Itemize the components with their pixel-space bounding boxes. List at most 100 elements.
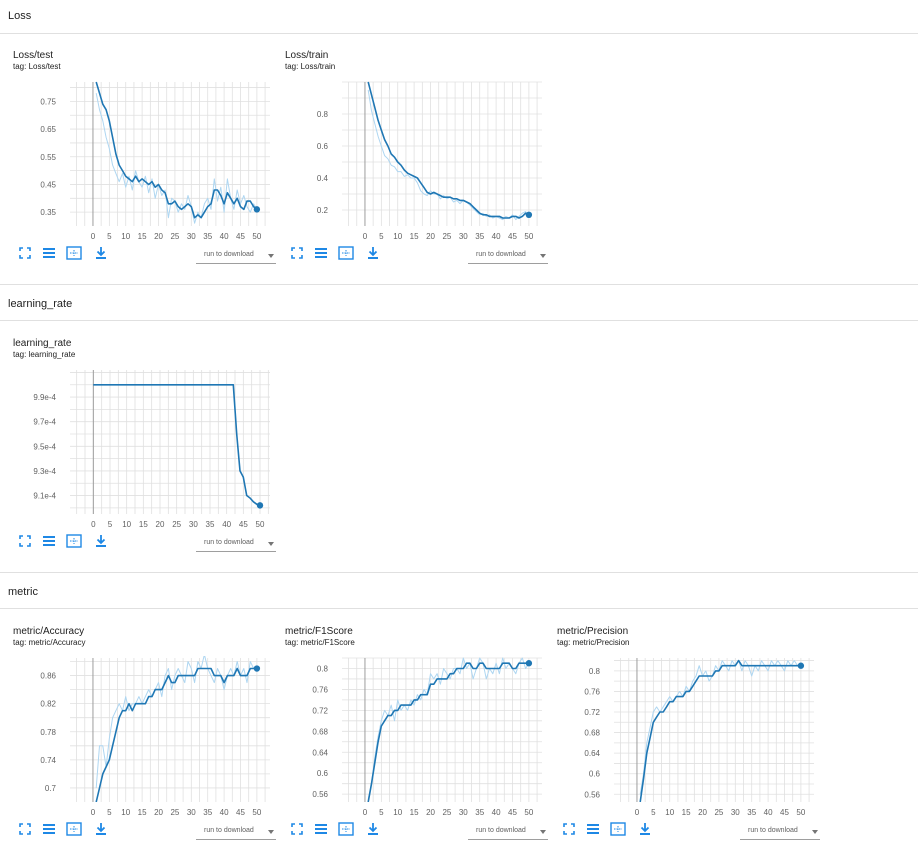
y-tick-label: 0.74: [40, 756, 56, 765]
run-download-select[interactable]: run to download: [196, 537, 276, 552]
section-divider: [0, 572, 918, 573]
chart-title: metric/Accuracy: [13, 626, 85, 637]
line-chart[interactable]: 0.7 0.74 0.78 0.82 0.86 0 5 10 15 20 25 30 35 40 45 50: [8, 652, 276, 822]
chart-toolbar: run to download: [290, 822, 550, 840]
x-tick-label: 10: [393, 232, 402, 241]
smoothed-series-line: [367, 81, 530, 219]
download-icon[interactable]: [366, 246, 382, 262]
x-tick-label: 35: [206, 520, 215, 529]
line-chart[interactable]: 0.56 0.6 0.64 0.68 0.72 0.76 0.8 0 5 10 15 20 25 30 35…: [552, 652, 820, 822]
line-chart[interactable]: 0.35 0.45 0.55 0.65 0.75 0 5 10 15 20 25 30 35 40 45 50: [8, 76, 276, 246]
line-chart[interactable]: 9.1e-4 9.3e-4 9.5e-4 9.7e-4 9.9e-4 0 5 10 15 20 25…: [8, 364, 276, 534]
download-icon[interactable]: [366, 822, 382, 838]
y-tick-label: 9.9e-4: [33, 393, 56, 402]
fullscreen-icon[interactable]: [290, 822, 306, 838]
caret-down-icon: [268, 542, 274, 546]
fullscreen-icon[interactable]: [290, 246, 306, 262]
x-tick-label: 25: [172, 520, 181, 529]
line-chart[interactable]: 0.56 0.6 0.64 0.68 0.72 0.76 0.8 0 5 10 15 20 25 30 35…: [280, 652, 548, 822]
download-icon[interactable]: [638, 822, 654, 838]
x-tick-label: 20: [426, 232, 435, 241]
list-icon[interactable]: [42, 534, 58, 550]
card-loss-test: Loss/test tag: Loss/test 0.35 0.45 0.55 0.65 0…: [8, 50, 276, 270]
y-tick-label: 9.1e-4: [33, 492, 56, 501]
line-chart[interactable]: 0.2 0.4 0.6 0.8 0 5 10 15 20 25 30 35 40 45 50: [280, 76, 548, 246]
fullscreen-icon[interactable]: [18, 822, 34, 838]
last-value-marker: [797, 662, 805, 669]
y-tick-label: 9.5e-4: [33, 442, 56, 451]
run-download-placeholder: run to download: [204, 539, 254, 546]
fit-domain-icon[interactable]: [338, 246, 354, 262]
run-download-select[interactable]: run to download: [468, 825, 548, 840]
list-icon[interactable]: [42, 246, 58, 262]
list-icon[interactable]: [42, 822, 58, 838]
fullscreen-icon[interactable]: [18, 534, 34, 550]
chart-title: learning_rate: [13, 338, 72, 349]
x-tick-label: 20: [156, 520, 165, 529]
raw-series-line: [639, 660, 801, 795]
run-download-select[interactable]: run to download: [468, 249, 548, 264]
card-metric-f1score: metric/F1Score tag: metric/F1Score 0.56 0.6…: [280, 626, 548, 846]
run-download-select[interactable]: run to download: [196, 825, 276, 840]
fit-domain-icon[interactable]: [66, 822, 82, 838]
x-tick-label: 0: [91, 808, 96, 817]
x-tick-label: 10: [665, 808, 674, 817]
fit-domain-icon[interactable]: [66, 534, 82, 550]
download-icon[interactable]: [94, 534, 110, 550]
x-tick-label: 0: [91, 520, 96, 529]
x-tick-label: 20: [154, 232, 163, 241]
fit-domain-icon[interactable]: [338, 822, 354, 838]
x-tick-label: 50: [252, 232, 261, 241]
list-icon[interactable]: [314, 246, 330, 262]
x-tick-label: 40: [764, 808, 773, 817]
y-tick-label: 0.2: [317, 206, 329, 215]
last-value-marker: [525, 211, 533, 218]
last-value-marker: [525, 660, 533, 667]
run-download-placeholder: run to download: [204, 251, 254, 258]
x-tick-label: 50: [256, 520, 265, 529]
run-download-select[interactable]: run to download: [196, 249, 276, 264]
x-tick-label: 5: [107, 232, 112, 241]
download-icon[interactable]: [94, 246, 110, 262]
section-divider: [0, 608, 918, 609]
fullscreen-icon[interactable]: [18, 246, 34, 262]
smoothed-series-line: [95, 81, 258, 219]
x-tick-label: 20: [698, 808, 707, 817]
x-tick-label: 30: [459, 232, 468, 241]
smoothed-series-line: [367, 662, 529, 802]
caret-down-icon: [540, 830, 546, 834]
caret-down-icon: [812, 830, 818, 834]
y-tick-label: 0.65: [40, 125, 56, 134]
x-tick-label: 50: [252, 808, 261, 817]
x-tick-label: 45: [508, 808, 517, 817]
fit-domain-icon[interactable]: [610, 822, 626, 838]
list-icon[interactable]: [314, 822, 330, 838]
x-tick-label: 30: [187, 232, 196, 241]
raw-series-line: [95, 93, 258, 224]
smoothed-series-line: [639, 659, 801, 802]
x-tick-label: 10: [121, 232, 130, 241]
x-tick-label: 35: [747, 808, 756, 817]
card-metric-accuracy: metric/Accuracy tag: metric/Accuracy 0.7 0.…: [8, 626, 276, 846]
y-tick-label: 0.56: [584, 790, 600, 799]
x-tick-label: 0: [91, 232, 96, 241]
caret-down-icon: [268, 830, 274, 834]
fit-domain-icon[interactable]: [66, 246, 82, 262]
chart-toolbar: run to download: [562, 822, 822, 840]
x-tick-label: 50: [524, 232, 533, 241]
fullscreen-icon[interactable]: [562, 822, 578, 838]
x-tick-label: 30: [459, 808, 468, 817]
x-tick-label: 25: [170, 808, 179, 817]
list-icon[interactable]: [586, 822, 602, 838]
chart-toolbar: run to download: [18, 534, 278, 552]
chart-tag: tag: Loss/train: [285, 62, 336, 71]
y-tick-label: 0.86: [40, 672, 56, 681]
run-download-select[interactable]: run to download: [740, 825, 820, 840]
x-tick-label: 5: [379, 808, 384, 817]
y-tick-label: 0.76: [584, 687, 600, 696]
x-tick-label: 5: [651, 808, 656, 817]
y-tick-label: 0.55: [40, 153, 56, 162]
section-divider: [0, 284, 918, 285]
x-tick-label: 0: [363, 808, 368, 817]
download-icon[interactable]: [94, 822, 110, 838]
